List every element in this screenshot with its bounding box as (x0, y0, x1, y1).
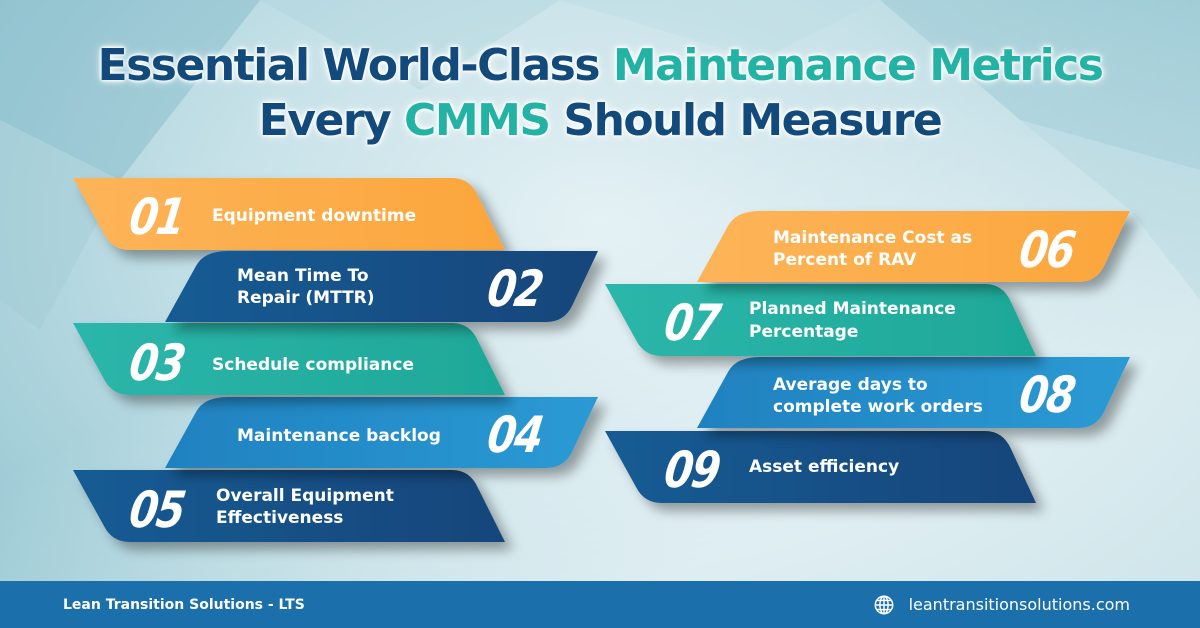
title-highlight-maintenance-metrics: Maintenance Metrics (612, 40, 1104, 91)
ribbon-01-shape (73, 178, 505, 250)
metric-label-line-1: Average days to (773, 375, 928, 395)
metric-number: 08 (1015, 366, 1078, 424)
metric-number: 05 (125, 481, 188, 539)
metric-label-line-2: Repair (MTTR) (237, 288, 375, 308)
metric-label-line-2: Percentage (749, 322, 859, 342)
page-title: Essential World-Class Maintenance Metric… (0, 38, 1200, 148)
company-name: Lean Transition Solutions - LTS (63, 596, 305, 613)
metric-label-line-1: Planned Maintenance (749, 299, 956, 319)
metric-label-line-1: Maintenance Cost as (773, 228, 973, 248)
title-highlight-cmms: CMMS (404, 95, 551, 146)
metric-label-line-2: Effectiveness (216, 508, 344, 528)
metric-label-line-2: complete work orders (773, 397, 983, 417)
metric-label-line-2: Percent of RAV (773, 250, 917, 270)
ribbon-03-shape (73, 323, 505, 395)
background-facets (0, 0, 1200, 330)
ribbon-09-shape (605, 431, 1036, 503)
ribbon-04-shape (165, 397, 598, 468)
metric-number: 07 (660, 294, 723, 352)
title-line-1-main: Essential World-Class (97, 40, 613, 91)
metric-number: 06 (1015, 221, 1078, 279)
website-link[interactable]: leantransitionsolutions.com (873, 594, 1130, 616)
metric-number: 02 (483, 260, 546, 318)
ribbon-07-shape (605, 284, 1036, 356)
footer-bar: Lean Transition Solutions - LTS leantran… (0, 581, 1200, 628)
website-url[interactable]: leantransitionsolutions.com (908, 595, 1130, 614)
ribbon-08-shape (697, 357, 1130, 428)
title-line-2-end: Should Measure (549, 95, 942, 146)
metric-label-line-1: Mean Time To (237, 266, 369, 286)
metric-number: 01 (125, 188, 188, 246)
metric-label: Asset efficiency (749, 457, 900, 477)
ribbon-shapes (73, 178, 1130, 542)
title-line-2-start: Every (258, 95, 405, 146)
metric-number: 03 (125, 334, 188, 392)
globe-icon (874, 595, 894, 614)
metric-number: 09 (660, 441, 723, 499)
ribbon-06-shape (697, 211, 1130, 282)
metric-label: Equipment downtime (212, 206, 417, 226)
metric-number: 04 (483, 406, 546, 464)
metric-label: Schedule compliance (212, 355, 414, 375)
title-line-2: Every CMMS Should Measure (0, 93, 1200, 148)
title-line-1: Essential World-Class Maintenance Metric… (0, 38, 1200, 93)
ribbon-05-shape (73, 470, 505, 542)
ribbon-02-shape (165, 251, 598, 322)
metric-label: Maintenance backlog (237, 426, 441, 446)
metric-label-line-1: Overall Equipment (216, 486, 394, 506)
